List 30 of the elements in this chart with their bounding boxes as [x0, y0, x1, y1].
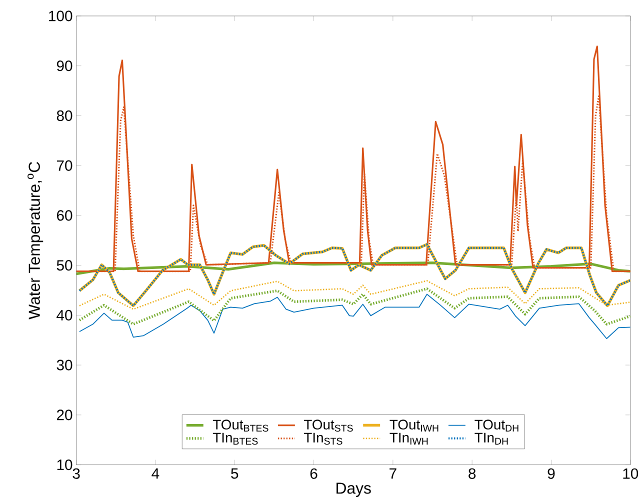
- x-tick-label: 10: [623, 468, 638, 479]
- legend-label: TIn$_{IWH}$: [390, 432, 428, 444]
- legend-label: TIn$_{BTES}$: [212, 432, 258, 445]
- line-series: [78, 287, 630, 326]
- x-tick-label: 4: [152, 468, 160, 478]
- legend-label: TOut$_{IWH}$: [390, 420, 438, 432]
- y-tick-label: 50: [56, 260, 72, 270]
- legend-label: TOut$_{BTES}$: [212, 420, 268, 432]
- line-series: [79, 294, 630, 339]
- y-tick-label: 70: [56, 160, 72, 171]
- y-tick-label: 90: [56, 60, 72, 71]
- y-tick-label: 30: [56, 360, 72, 370]
- y-tick-label: 20: [56, 410, 72, 420]
- legend-label: TOut$_{STS}$: [304, 420, 353, 432]
- x-tick-label: 5: [231, 468, 238, 479]
- legend-label: TOut$_{DH}$: [474, 420, 518, 432]
- x-tick-label: 9: [548, 468, 555, 479]
- legend-label: TIn$_{DH}$: [474, 432, 508, 444]
- y-axis-title: Water Temperature,$^{o}$C: [28, 162, 44, 320]
- y-tick-label: 80: [56, 110, 72, 121]
- x-tick-label: 8: [468, 468, 476, 479]
- x-tick-label: 3: [72, 468, 80, 479]
- x-tick-label: 7: [390, 468, 396, 478]
- legend-label: TIn$_{STS}$: [304, 432, 342, 445]
- y-tick-label: 60: [56, 210, 72, 221]
- x-tick-label: 6: [310, 468, 318, 479]
- y-tick-label: 10: [57, 459, 72, 470]
- y-tick-label: 100: [49, 10, 72, 22]
- y-tick-label: 40: [56, 310, 72, 320]
- x-axis-title: Days: [336, 482, 371, 497]
